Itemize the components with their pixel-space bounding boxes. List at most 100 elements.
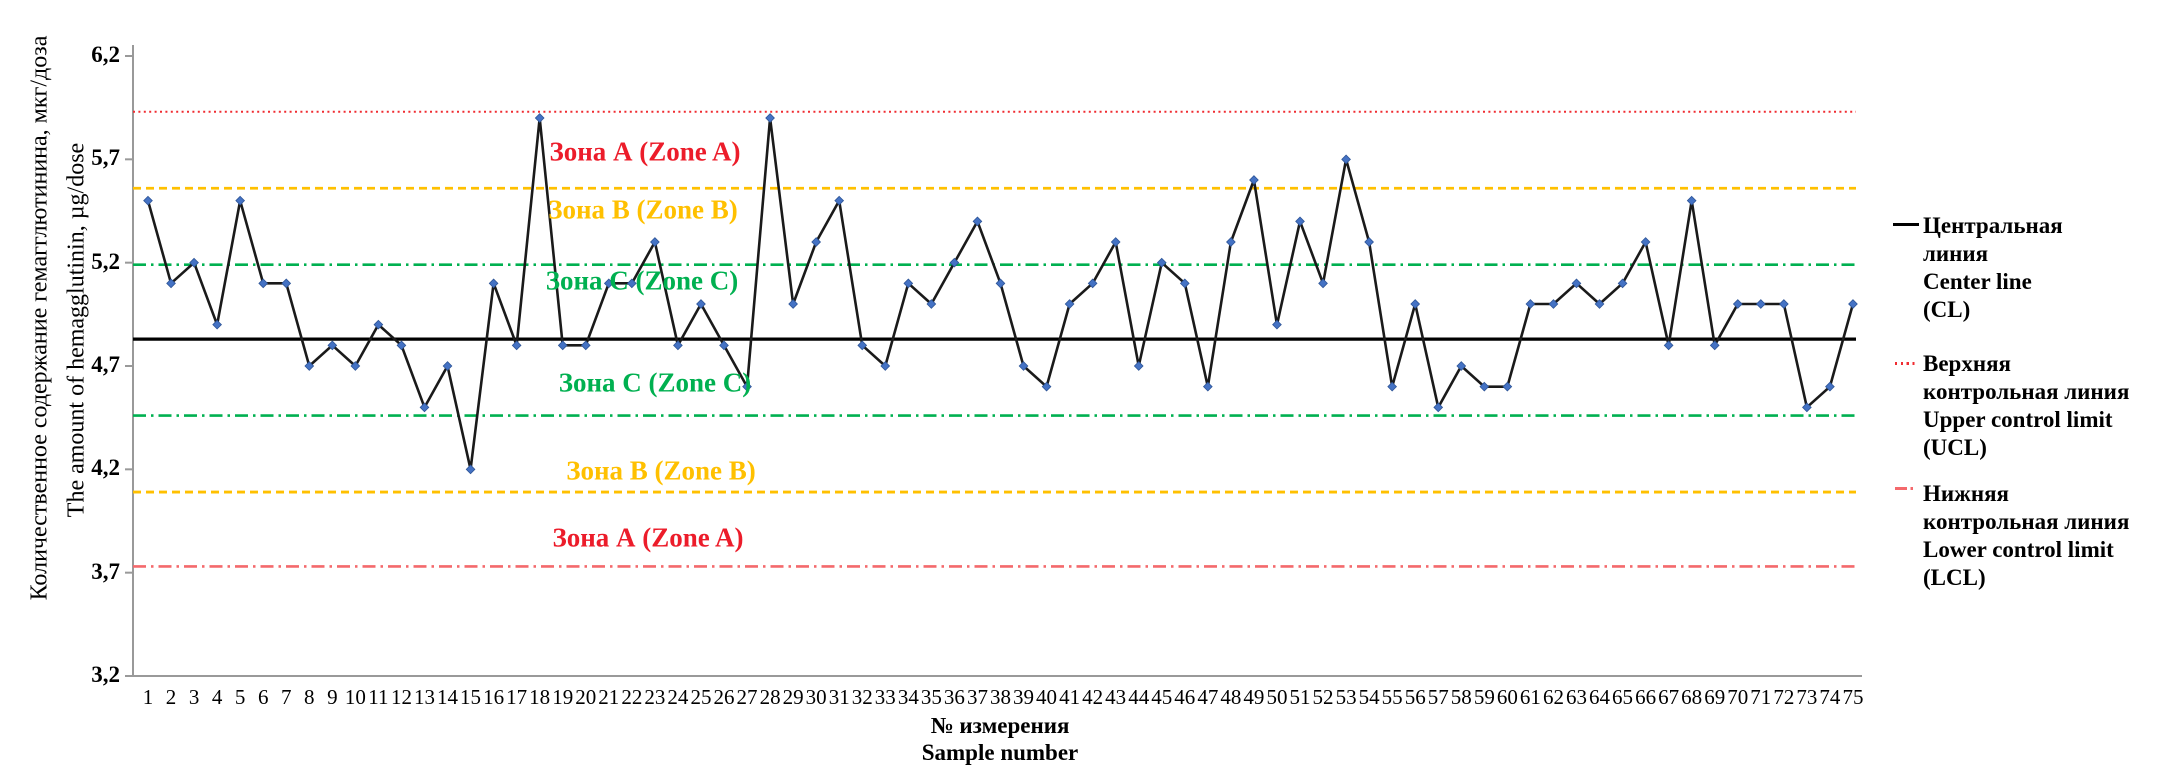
- data-point-marker: [235, 195, 246, 206]
- data-point-marker: [488, 278, 499, 289]
- data-point-marker: [880, 361, 891, 371]
- x-tick-label: 46: [1174, 685, 1196, 709]
- legend-entry-lower-control-limit: Нижняя контрольная линия Lower control l…: [1923, 480, 2129, 592]
- x-axis-title-ru: № измерения: [930, 713, 1070, 738]
- y-axis-title-ru: Количественное содержание гемагглютинина…: [26, 35, 53, 601]
- x-tick-label: 40: [1036, 685, 1058, 709]
- zone-label: Зона А (Zone A): [549, 136, 741, 167]
- data-point-marker: [1732, 299, 1743, 309]
- x-tick-label: 73: [1796, 685, 1818, 709]
- data-point-marker: [1202, 381, 1213, 392]
- data-point-marker: [1848, 299, 1858, 309]
- zone-label: Зона C (Zone C): [558, 367, 752, 398]
- data-point-marker: [166, 278, 176, 289]
- x-tick-label: 61: [1519, 685, 1541, 709]
- legend-line: Center line: [1923, 269, 2032, 294]
- data-point-marker: [788, 299, 798, 309]
- y-tick-label: 3,7: [91, 558, 120, 584]
- data-point-marker: [1410, 299, 1421, 309]
- legend-line: (LCL): [1923, 565, 1986, 590]
- x-tick-label: 21: [598, 685, 620, 709]
- x-tick-label: 71: [1750, 685, 1772, 709]
- data-point-marker: [1341, 154, 1351, 165]
- x-tick-label: 9: [327, 685, 338, 709]
- y-tick-label: 6,2: [91, 42, 120, 67]
- x-tick-label: 69: [1704, 685, 1726, 709]
- x-tick-label: 64: [1589, 685, 1611, 709]
- x-tick-label: 39: [1013, 685, 1035, 709]
- data-point-marker: [903, 278, 914, 289]
- data-point-marker: [626, 278, 637, 289]
- legend-line: контрольная линия: [1923, 379, 2130, 404]
- y-tick-label: 5,7: [91, 145, 120, 171]
- x-tick-label: 3: [188, 685, 200, 709]
- legend-line: (CL): [1923, 297, 1971, 322]
- legend-line: Нижняя: [1923, 481, 2009, 506]
- x-axis-title-en: Sample number: [921, 740, 1079, 765]
- legend-line: Центральная: [1923, 213, 2063, 238]
- x-tick-label: 65: [1612, 685, 1634, 709]
- upper-control-limit-swatch-icon: [1895, 362, 1917, 365]
- x-tick-label: 44: [1128, 685, 1150, 709]
- x-tick-label: 63: [1565, 685, 1587, 709]
- x-axis-title: № измерения Sample number: [922, 712, 1079, 766]
- legend-line: Верхняя: [1923, 351, 2011, 376]
- zone-label: Зона B (Zone B): [548, 194, 738, 225]
- data-point-marker: [373, 319, 384, 330]
- x-tick-label: 26: [713, 685, 735, 709]
- x-tick-label: 52: [1312, 685, 1334, 709]
- data-point-marker: [396, 340, 407, 351]
- legend-line: контрольная линия: [1923, 509, 2130, 534]
- x-tick-label: 38: [989, 685, 1011, 709]
- x-tick-label: 2: [165, 685, 177, 709]
- x-tick-label: 43: [1105, 685, 1127, 709]
- x-tick-label: 57: [1427, 685, 1449, 709]
- data-point-marker: [1825, 381, 1835, 392]
- y-tick-label: 4,2: [91, 455, 120, 481]
- x-tick-label: 58: [1450, 685, 1472, 709]
- x-tick-label: 5: [234, 685, 246, 709]
- x-tick-label: 28: [759, 685, 781, 709]
- legend-line: Upper control limit: [1923, 407, 2113, 432]
- data-point-marker: [1525, 299, 1536, 309]
- x-tick-label: 30: [805, 685, 827, 709]
- x-tick-label: 70: [1727, 685, 1749, 709]
- x-tick-label: 14: [437, 685, 459, 709]
- x-tick-label: 62: [1542, 685, 1564, 709]
- data-point-marker: [580, 340, 591, 351]
- x-tick-label: 34: [897, 685, 919, 709]
- legend-line: Lower control limit: [1923, 537, 2114, 562]
- x-tick-label: 12: [390, 685, 412, 709]
- x-tick-label: 36: [943, 685, 965, 709]
- x-tick-label: 37: [966, 685, 988, 709]
- data-point-marker: [1663, 340, 1674, 351]
- zone-label: Зона B (Zone B): [566, 455, 756, 486]
- x-tick-label: 13: [413, 685, 435, 709]
- legend-line: линия: [1923, 241, 1989, 266]
- x-tick-label: 59: [1473, 685, 1495, 709]
- x-tick-label: 72: [1773, 685, 1795, 709]
- data-point-marker: [1156, 257, 1167, 268]
- data-point-marker: [1548, 299, 1559, 309]
- y-axis-title-en: The amount of hemagglutinin, µg/dose: [63, 142, 90, 518]
- legend-entry-upper-control-limit: Верхняя контрольная линия Upper control …: [1923, 350, 2129, 462]
- x-tick-label: 66: [1635, 685, 1657, 709]
- x-tick-label: 7: [280, 685, 292, 709]
- x-tick-label: 35: [920, 685, 942, 709]
- data-point-marker: [1802, 402, 1812, 413]
- data-point-marker: [511, 340, 522, 351]
- x-tick-label: 32: [851, 685, 873, 709]
- data-point-marker: [1502, 381, 1513, 392]
- data-point-marker: [1387, 381, 1398, 392]
- data-point-marker: [926, 299, 937, 309]
- data-point-marker: [1133, 361, 1144, 371]
- data-point-marker: [304, 361, 315, 371]
- data-point-marker: [465, 464, 476, 475]
- x-tick-label: 56: [1404, 685, 1426, 709]
- data-point-marker: [212, 319, 222, 330]
- x-tick-label: 15: [460, 685, 482, 709]
- x-tick-label: 22: [621, 685, 643, 709]
- data-point-marker: [1041, 381, 1052, 392]
